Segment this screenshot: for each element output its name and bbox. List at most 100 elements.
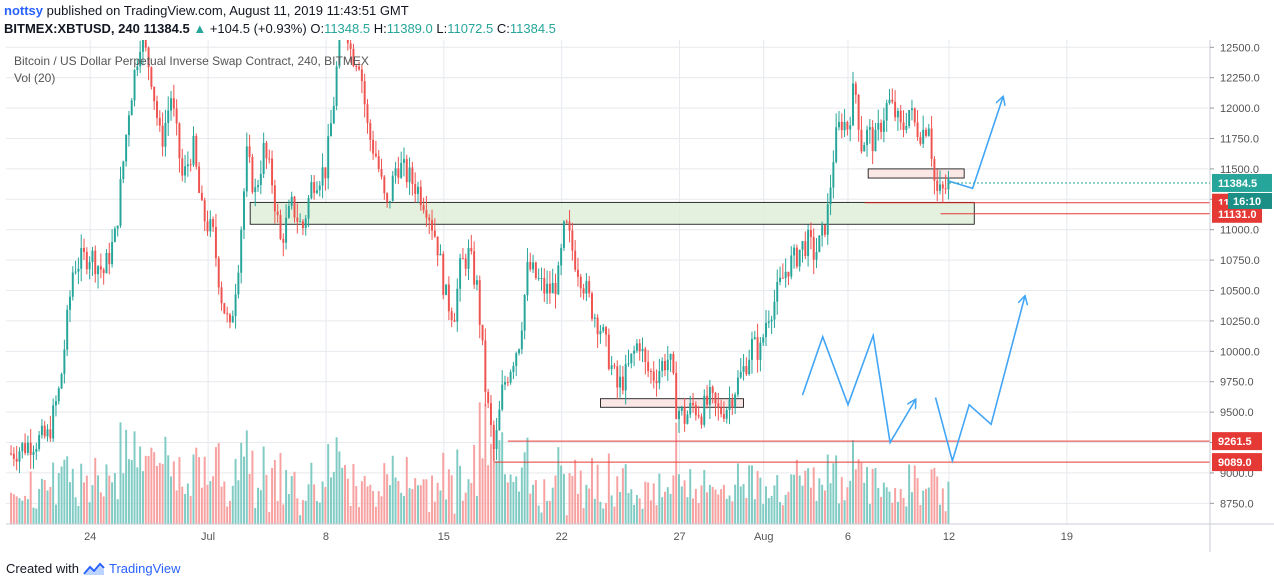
candle-body	[254, 187, 257, 193]
volume-bar	[209, 481, 212, 524]
candle-body	[852, 83, 854, 126]
volume-bar	[411, 489, 414, 524]
candle-body	[206, 221, 209, 232]
volume-bar	[127, 459, 130, 524]
volume-bar	[296, 498, 299, 524]
price-chart[interactable]: 8750.09000.09250.09500.09750.010000.0102…	[0, 40, 1274, 552]
candle-body	[509, 371, 512, 383]
candle-body	[338, 40, 341, 67]
candle-body	[922, 129, 925, 144]
volume-bar	[397, 480, 400, 524]
volume-bar	[680, 486, 683, 524]
volume-bar	[346, 478, 349, 524]
volume-bar	[133, 431, 136, 524]
volume-bar	[686, 497, 689, 524]
volume-bar	[627, 492, 630, 524]
candle-body	[63, 349, 66, 374]
candle-body	[431, 220, 434, 231]
candle-body	[116, 225, 119, 229]
volume-bar	[582, 508, 585, 524]
candle-body	[369, 122, 372, 140]
price-axis-label: 11000.0	[1220, 225, 1259, 237]
candle-body	[290, 196, 293, 207]
volume-bar	[678, 474, 680, 524]
volume-bar	[442, 452, 445, 524]
candle-body	[29, 442, 32, 455]
volume-bar	[607, 453, 610, 524]
candle-body	[905, 126, 908, 130]
candle-body	[770, 319, 773, 322]
volume-bar	[529, 493, 532, 524]
volume-bar	[475, 495, 478, 524]
volume-bar	[290, 476, 293, 524]
volume-bar	[790, 474, 793, 524]
candle-body	[683, 407, 686, 424]
candle-body	[411, 167, 414, 185]
volume-bar	[504, 474, 506, 524]
volume-bar	[391, 455, 394, 524]
volume-bar	[689, 469, 692, 524]
candle-body	[473, 251, 476, 285]
volume-bar	[57, 473, 60, 524]
candle-body	[346, 40, 349, 44]
candle-body	[619, 376, 622, 388]
volume-bar	[80, 463, 83, 524]
candle-body	[335, 66, 338, 106]
volume-bar	[717, 494, 720, 524]
candle-body	[164, 122, 167, 147]
candle-body	[742, 366, 745, 372]
volume-bar	[206, 484, 209, 524]
volume-bar	[35, 508, 38, 524]
candle-body	[231, 316, 234, 323]
candle-body	[641, 348, 644, 352]
volume-bar	[742, 484, 745, 524]
candle-body	[534, 262, 537, 278]
volume-bar	[161, 464, 164, 524]
last-price: 11384.5	[143, 21, 190, 36]
volume-bar	[447, 469, 450, 524]
volume-bar	[840, 477, 843, 524]
candle-body	[807, 230, 810, 257]
candle-body	[666, 359, 669, 371]
volume-bar	[776, 475, 779, 524]
volume-bar	[251, 450, 254, 524]
candle-body	[69, 296, 71, 310]
candle-body	[35, 449, 38, 452]
volume-bar	[358, 507, 361, 524]
volume-bar	[111, 482, 114, 524]
volume-bar	[489, 443, 492, 524]
price-level-tag-text: 11131.0	[1218, 209, 1257, 221]
candle-body	[203, 200, 206, 222]
volume-bar	[383, 463, 386, 524]
candle-body	[433, 230, 436, 237]
candle-body	[616, 366, 619, 388]
candle-body	[678, 410, 680, 420]
candle-body	[706, 395, 709, 405]
tradingview-brand[interactable]: TradingView	[108, 561, 181, 576]
volume-bar	[324, 487, 327, 524]
candle-body	[644, 348, 647, 362]
candle-body	[812, 237, 815, 260]
volume-bar	[330, 477, 332, 524]
volume-bar	[621, 468, 624, 524]
volume-bar	[683, 480, 686, 524]
candle-body	[268, 158, 271, 160]
candle-body	[504, 382, 506, 385]
candle-body	[649, 371, 652, 373]
candle-body	[358, 66, 361, 70]
price-level-tag-text: 9261.5	[1218, 436, 1252, 448]
volume-bar	[599, 501, 602, 524]
candle-body	[532, 262, 535, 270]
candle-body	[913, 108, 916, 123]
candle-body	[756, 337, 759, 360]
candle-body	[703, 395, 706, 425]
volume-bar	[186, 483, 189, 524]
author-name[interactable]: nottsy	[4, 3, 43, 18]
candle-body	[576, 269, 579, 277]
volume-bar	[150, 447, 153, 524]
candle-body	[599, 330, 602, 335]
volume-bar	[939, 504, 941, 524]
volume-bar	[823, 490, 826, 524]
candle-body	[156, 101, 158, 118]
candle-body	[748, 359, 751, 375]
